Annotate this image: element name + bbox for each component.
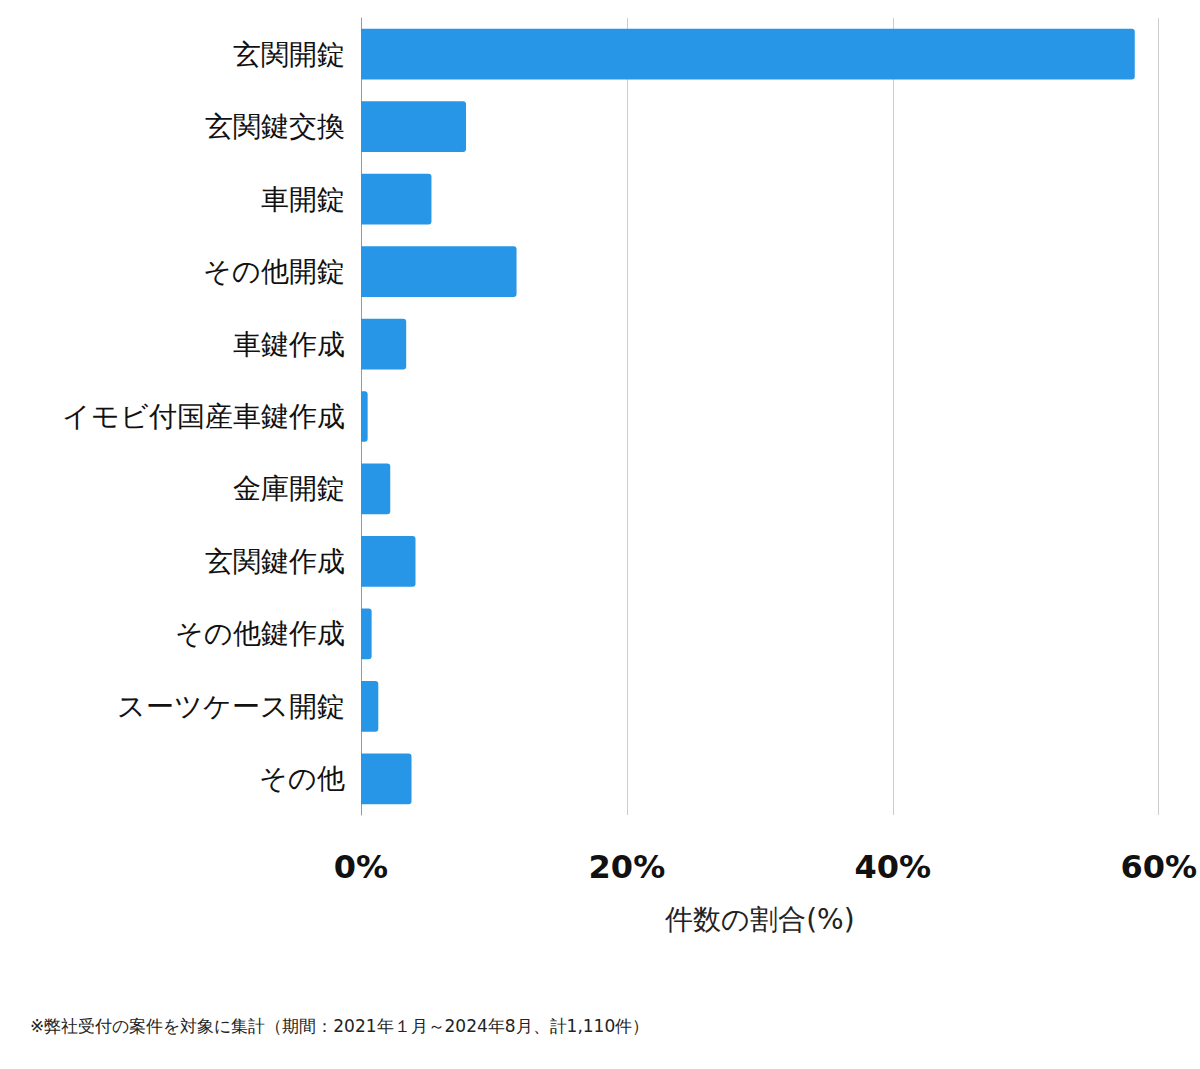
- svg-text:20%: 20%: [589, 848, 666, 886]
- svg-text:玄関鍵作成: 玄関鍵作成: [205, 545, 345, 578]
- svg-text:その他開錠: その他開錠: [203, 255, 345, 288]
- svg-text:件数の割合(%): 件数の割合(%): [665, 903, 854, 936]
- svg-text:金庫開錠: 金庫開錠: [233, 472, 345, 505]
- svg-text:60%: 60%: [1120, 848, 1197, 886]
- svg-text:イモビ付国産車鍵作成: イモビ付国産車鍵作成: [62, 400, 345, 433]
- svg-text:その他鍵作成: その他鍵作成: [175, 617, 345, 650]
- svg-text:※弊社受付の案件を対象に集計（期間：2021年１月～2024: ※弊社受付の案件を対象に集計（期間：2021年１月～2024年8月、計1,110…: [30, 1016, 649, 1036]
- svg-text:車鍵作成: 車鍵作成: [233, 328, 345, 361]
- svg-text:40%: 40%: [855, 848, 932, 886]
- svg-text:0%: 0%: [334, 848, 388, 886]
- svg-text:スーツケース開錠: スーツケース開錠: [117, 690, 345, 723]
- svg-text:玄関開錠: 玄関開錠: [233, 38, 345, 71]
- svg-text:玄関鍵交換: 玄関鍵交換: [205, 110, 345, 143]
- svg-text:車開錠: 車開錠: [261, 183, 345, 216]
- svg-text:その他: その他: [259, 762, 345, 795]
